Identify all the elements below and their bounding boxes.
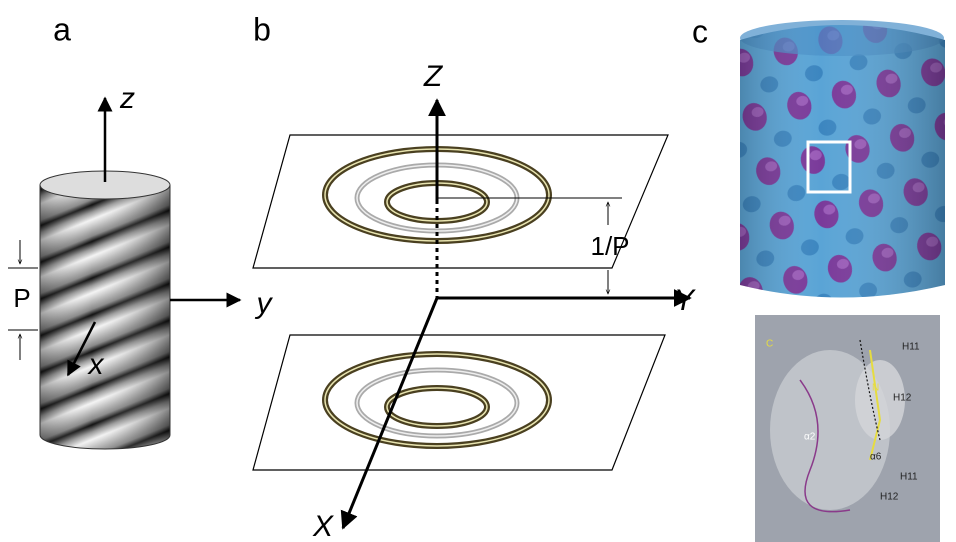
inset-label: α2 bbox=[804, 432, 816, 443]
inset-label: H11 bbox=[902, 342, 920, 353]
axis-label: x bbox=[87, 348, 105, 381]
axis-label: Y bbox=[674, 284, 696, 317]
spacing-label: 1/P bbox=[590, 231, 629, 261]
axis-label: Z bbox=[423, 60, 444, 93]
pitch-label: P bbox=[13, 283, 30, 313]
inset-label: H12 bbox=[880, 492, 899, 503]
inset-label: H11 bbox=[900, 472, 918, 483]
cylinder bbox=[40, 170, 170, 450]
panel-label: c bbox=[692, 13, 708, 49]
panel-label: b bbox=[253, 11, 271, 47]
axis-label: X bbox=[312, 510, 334, 542]
inset-label: α6 bbox=[870, 452, 882, 463]
inset-label: H12 bbox=[893, 393, 912, 404]
axis-label: y bbox=[255, 287, 274, 320]
inset-label: N bbox=[872, 383, 879, 394]
axis-label: z bbox=[119, 82, 135, 115]
figure: a z y x P b Z Y X bbox=[0, 0, 956, 542]
inset-label: C bbox=[766, 339, 773, 350]
panel-label: a bbox=[53, 11, 71, 47]
microtubule-map bbox=[735, 10, 950, 310]
